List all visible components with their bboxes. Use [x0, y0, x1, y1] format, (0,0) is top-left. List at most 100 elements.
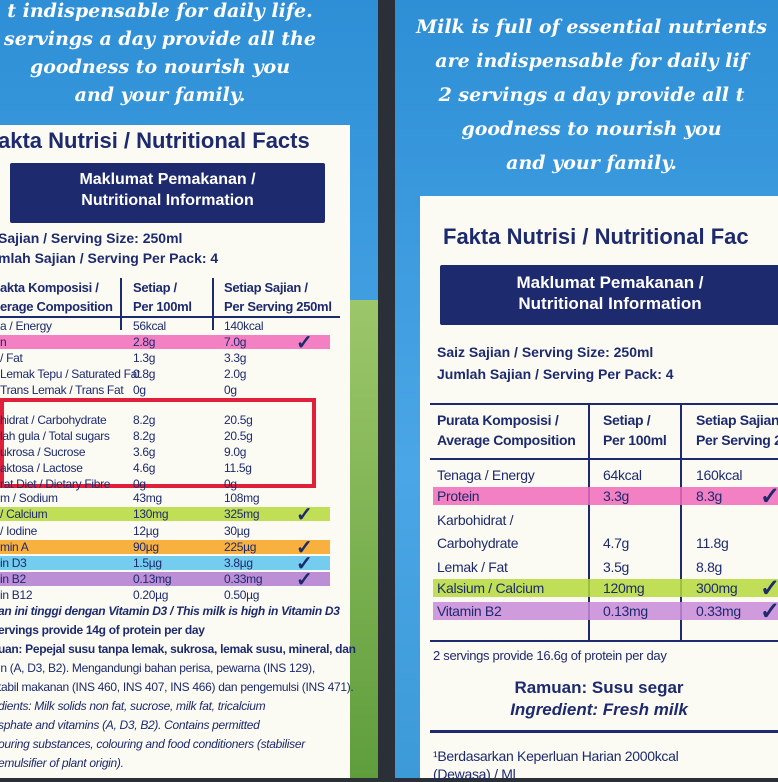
divider [430, 730, 778, 733]
table-cell: 90µg [133, 540, 159, 554]
row-highlight [0, 335, 330, 349]
table-cell: 8.8g [696, 559, 723, 575]
table-cell: Vitamin B2 [437, 603, 502, 619]
table-cell: 0.33mg [696, 603, 741, 619]
table-cell: 30µg [224, 524, 250, 538]
table-cell: 4.7g [603, 535, 630, 551]
table-cell: 225µg [224, 540, 257, 554]
tagline: servings a day provide all the [4, 28, 316, 50]
left-label-panel [0, 125, 350, 778]
check-mark: ✓ [296, 569, 313, 591]
serving-info: Sajian / Serving Size: 250ml [0, 230, 183, 246]
table-cell: 3.3g [603, 488, 630, 504]
info-banner [440, 265, 778, 325]
table-cell: 3.3g [224, 351, 247, 365]
table-cell: 0g [133, 383, 146, 397]
note-line: in (A, D3, B2). Mengandungi bahan perisa… [0, 661, 315, 675]
info-title: Nutritional Information [518, 294, 702, 313]
table-header: Per Serving 2 [696, 432, 778, 448]
table-header: Average Composition [437, 432, 576, 448]
table-cell: 0.33mg [224, 572, 263, 586]
table-header: Per 100ml [133, 299, 192, 314]
info-title: Nutritional Information [81, 192, 254, 209]
tagline: 2 servings a day provide all t [438, 84, 745, 106]
tagline: and your family. [74, 84, 246, 106]
table-cell: 9.0g [224, 445, 247, 459]
table-cell: 11.5g [224, 461, 252, 475]
table-line [0, 316, 340, 318]
table-line [120, 278, 122, 330]
table-cell: / Fat [0, 351, 23, 365]
protein-note: 2 servings provide 16.6g of protein per … [433, 648, 667, 663]
table-cell: 3.6g [133, 445, 156, 459]
tagline: t indispensable for daily life. [7, 0, 313, 22]
note-line: tabil makanan (INS 460, INS 407, INS 466… [0, 680, 354, 694]
table-line [430, 403, 778, 405]
info-title: Maklumat Pemakanan / [79, 171, 256, 188]
footnote: ¹Berdasarkan Keperluan Harian 2000kcal [433, 748, 679, 764]
table-cell: 3.5g [603, 559, 630, 575]
table-cell: 20.5g [224, 413, 253, 427]
note-line: sphate and vitamins (A, D3, B2). Contain… [0, 718, 260, 732]
check-mark: ✓ [760, 483, 778, 510]
table-cell: lah gula / Total sugars [0, 429, 110, 443]
tagline: goodness to nourish you [461, 118, 722, 140]
table-cell: 0.13mg [133, 572, 172, 586]
table-cell: 4.6g [133, 461, 156, 475]
table-cell: 0.20µg [133, 588, 169, 602]
table-cell: in B12 [0, 588, 33, 602]
table-cell: a / Energy [0, 319, 52, 333]
check-mark: ✓ [296, 504, 313, 526]
facts-title: akta Nutrisi / Nutritional Facts [0, 128, 310, 153]
note-line: dients: Milk solids non fat, sucrose, mi… [0, 699, 266, 713]
check-mark: ✓ [296, 553, 313, 575]
table-line [430, 640, 778, 642]
table-cell: 0.50µg [224, 588, 260, 602]
table-header: Setiap / [603, 412, 651, 428]
ramuan: Ramuan: Susu segar [514, 678, 684, 697]
table-cell: / Iodine [0, 524, 37, 538]
row-highlight [0, 572, 330, 586]
table-cell: 1.3g [133, 351, 156, 365]
table-line [680, 403, 682, 640]
table-cell: 11.8g [696, 535, 729, 551]
tagline: and your family. [506, 152, 677, 174]
table-cell: 130mg [133, 507, 169, 521]
check-mark: ✓ [296, 332, 313, 354]
tagline: goodness to nourish you [29, 56, 291, 78]
table-cell: ukrosa / Sucrose [0, 445, 86, 459]
table-cell: 108mg [224, 491, 260, 505]
table-cell: 2.8g [133, 335, 156, 349]
note-line: ouring substances, colouring and food co… [0, 737, 305, 751]
row-highlight [433, 579, 778, 597]
check-mark: ✓ [760, 598, 778, 625]
table-cell: / Calcium [0, 507, 48, 521]
table-cell: 325mg [224, 507, 260, 521]
table-cell: 7.0g [224, 335, 247, 349]
table-cell: n [0, 335, 7, 349]
table-cell: min A [0, 540, 29, 554]
table-line [588, 403, 590, 640]
table-cell: in D3 [0, 556, 27, 570]
table-cell: 0.8g [133, 367, 156, 381]
note-line: emulsifier of plant origin). [0, 756, 124, 770]
table-cell: Kalsium / Calcium [437, 580, 544, 596]
table-cell: 12µg [133, 524, 159, 538]
table-cell: 2.0g [224, 367, 247, 381]
table-line [430, 458, 778, 460]
highlight-box [0, 398, 316, 488]
table-header: Purata Komposisi / [437, 412, 559, 428]
table-header: Setiap Sajian / [224, 280, 308, 295]
info-title: Maklumat Pemakanan / [516, 273, 704, 292]
table-cell: Protein [437, 488, 480, 504]
table-header: akta Komposisi / [0, 280, 99, 295]
table-cell: 3.8µg [224, 556, 253, 570]
info-banner [10, 163, 325, 223]
tagline: are indispensable for daily lif [435, 50, 748, 72]
check-mark: ✓ [760, 575, 778, 602]
table-cell: Lemak Tepu / Saturated Fat [0, 367, 141, 381]
table-cell: Lemak / Fat [437, 559, 508, 575]
table-line [212, 278, 214, 330]
table-cell: 56kcal [133, 319, 166, 333]
